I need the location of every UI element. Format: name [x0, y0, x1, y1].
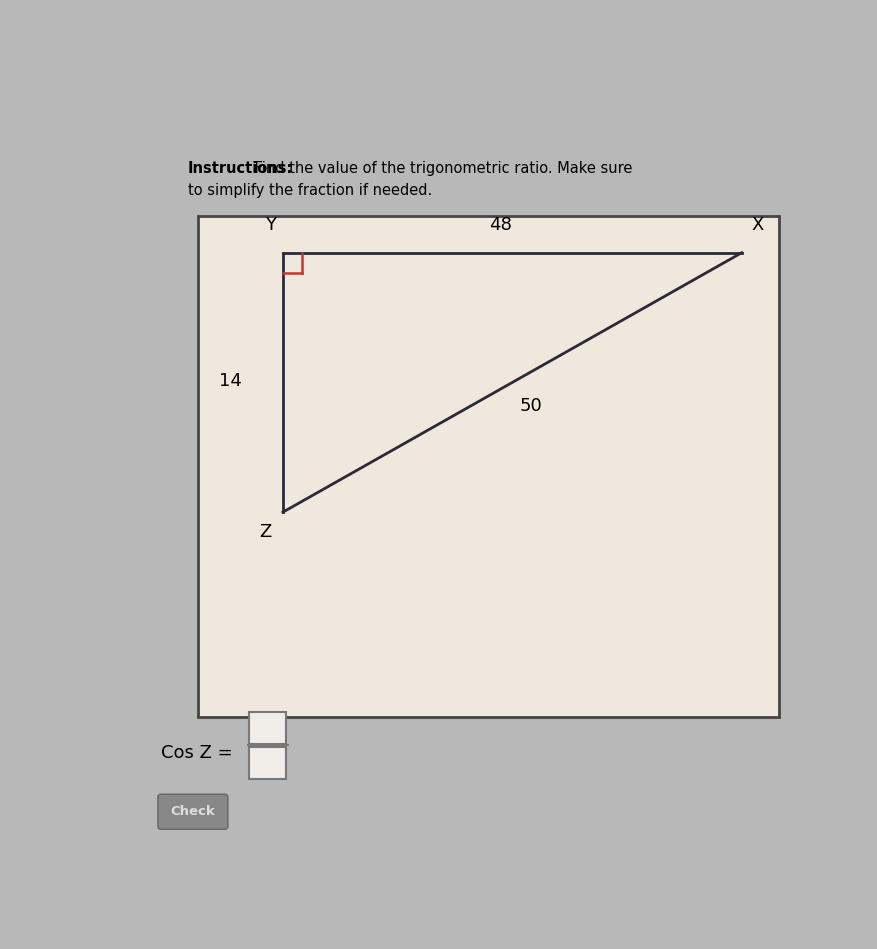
Text: Y: Y [265, 216, 276, 234]
Text: 14: 14 [219, 372, 242, 390]
Text: Find the value of the trigonometric ratio. Make sure: Find the value of the trigonometric rati… [250, 161, 632, 176]
Text: Cos Z =: Cos Z = [160, 744, 232, 762]
Bar [249, 748, 286, 779]
FancyBboxPatch shape [158, 794, 228, 829]
Text: X: X [752, 216, 764, 234]
Text: Instructions:: Instructions: [188, 161, 293, 176]
Bar [198, 216, 779, 716]
Bar [249, 713, 286, 744]
Text: 48: 48 [489, 216, 512, 234]
Text: Check: Check [170, 806, 215, 818]
Text: to simplify the fraction if needed.: to simplify the fraction if needed. [188, 183, 432, 198]
Text: Z: Z [259, 523, 271, 541]
Text: 50: 50 [520, 398, 542, 415]
